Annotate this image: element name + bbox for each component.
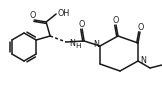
Text: H: H	[75, 43, 81, 49]
Text: O: O	[30, 10, 36, 20]
Text: N: N	[69, 39, 75, 48]
Text: N: N	[93, 39, 99, 49]
Text: O: O	[138, 23, 144, 31]
Text: N: N	[140, 55, 146, 64]
Text: O: O	[113, 15, 119, 24]
Text: O: O	[79, 20, 85, 29]
Text: OH: OH	[58, 9, 70, 18]
